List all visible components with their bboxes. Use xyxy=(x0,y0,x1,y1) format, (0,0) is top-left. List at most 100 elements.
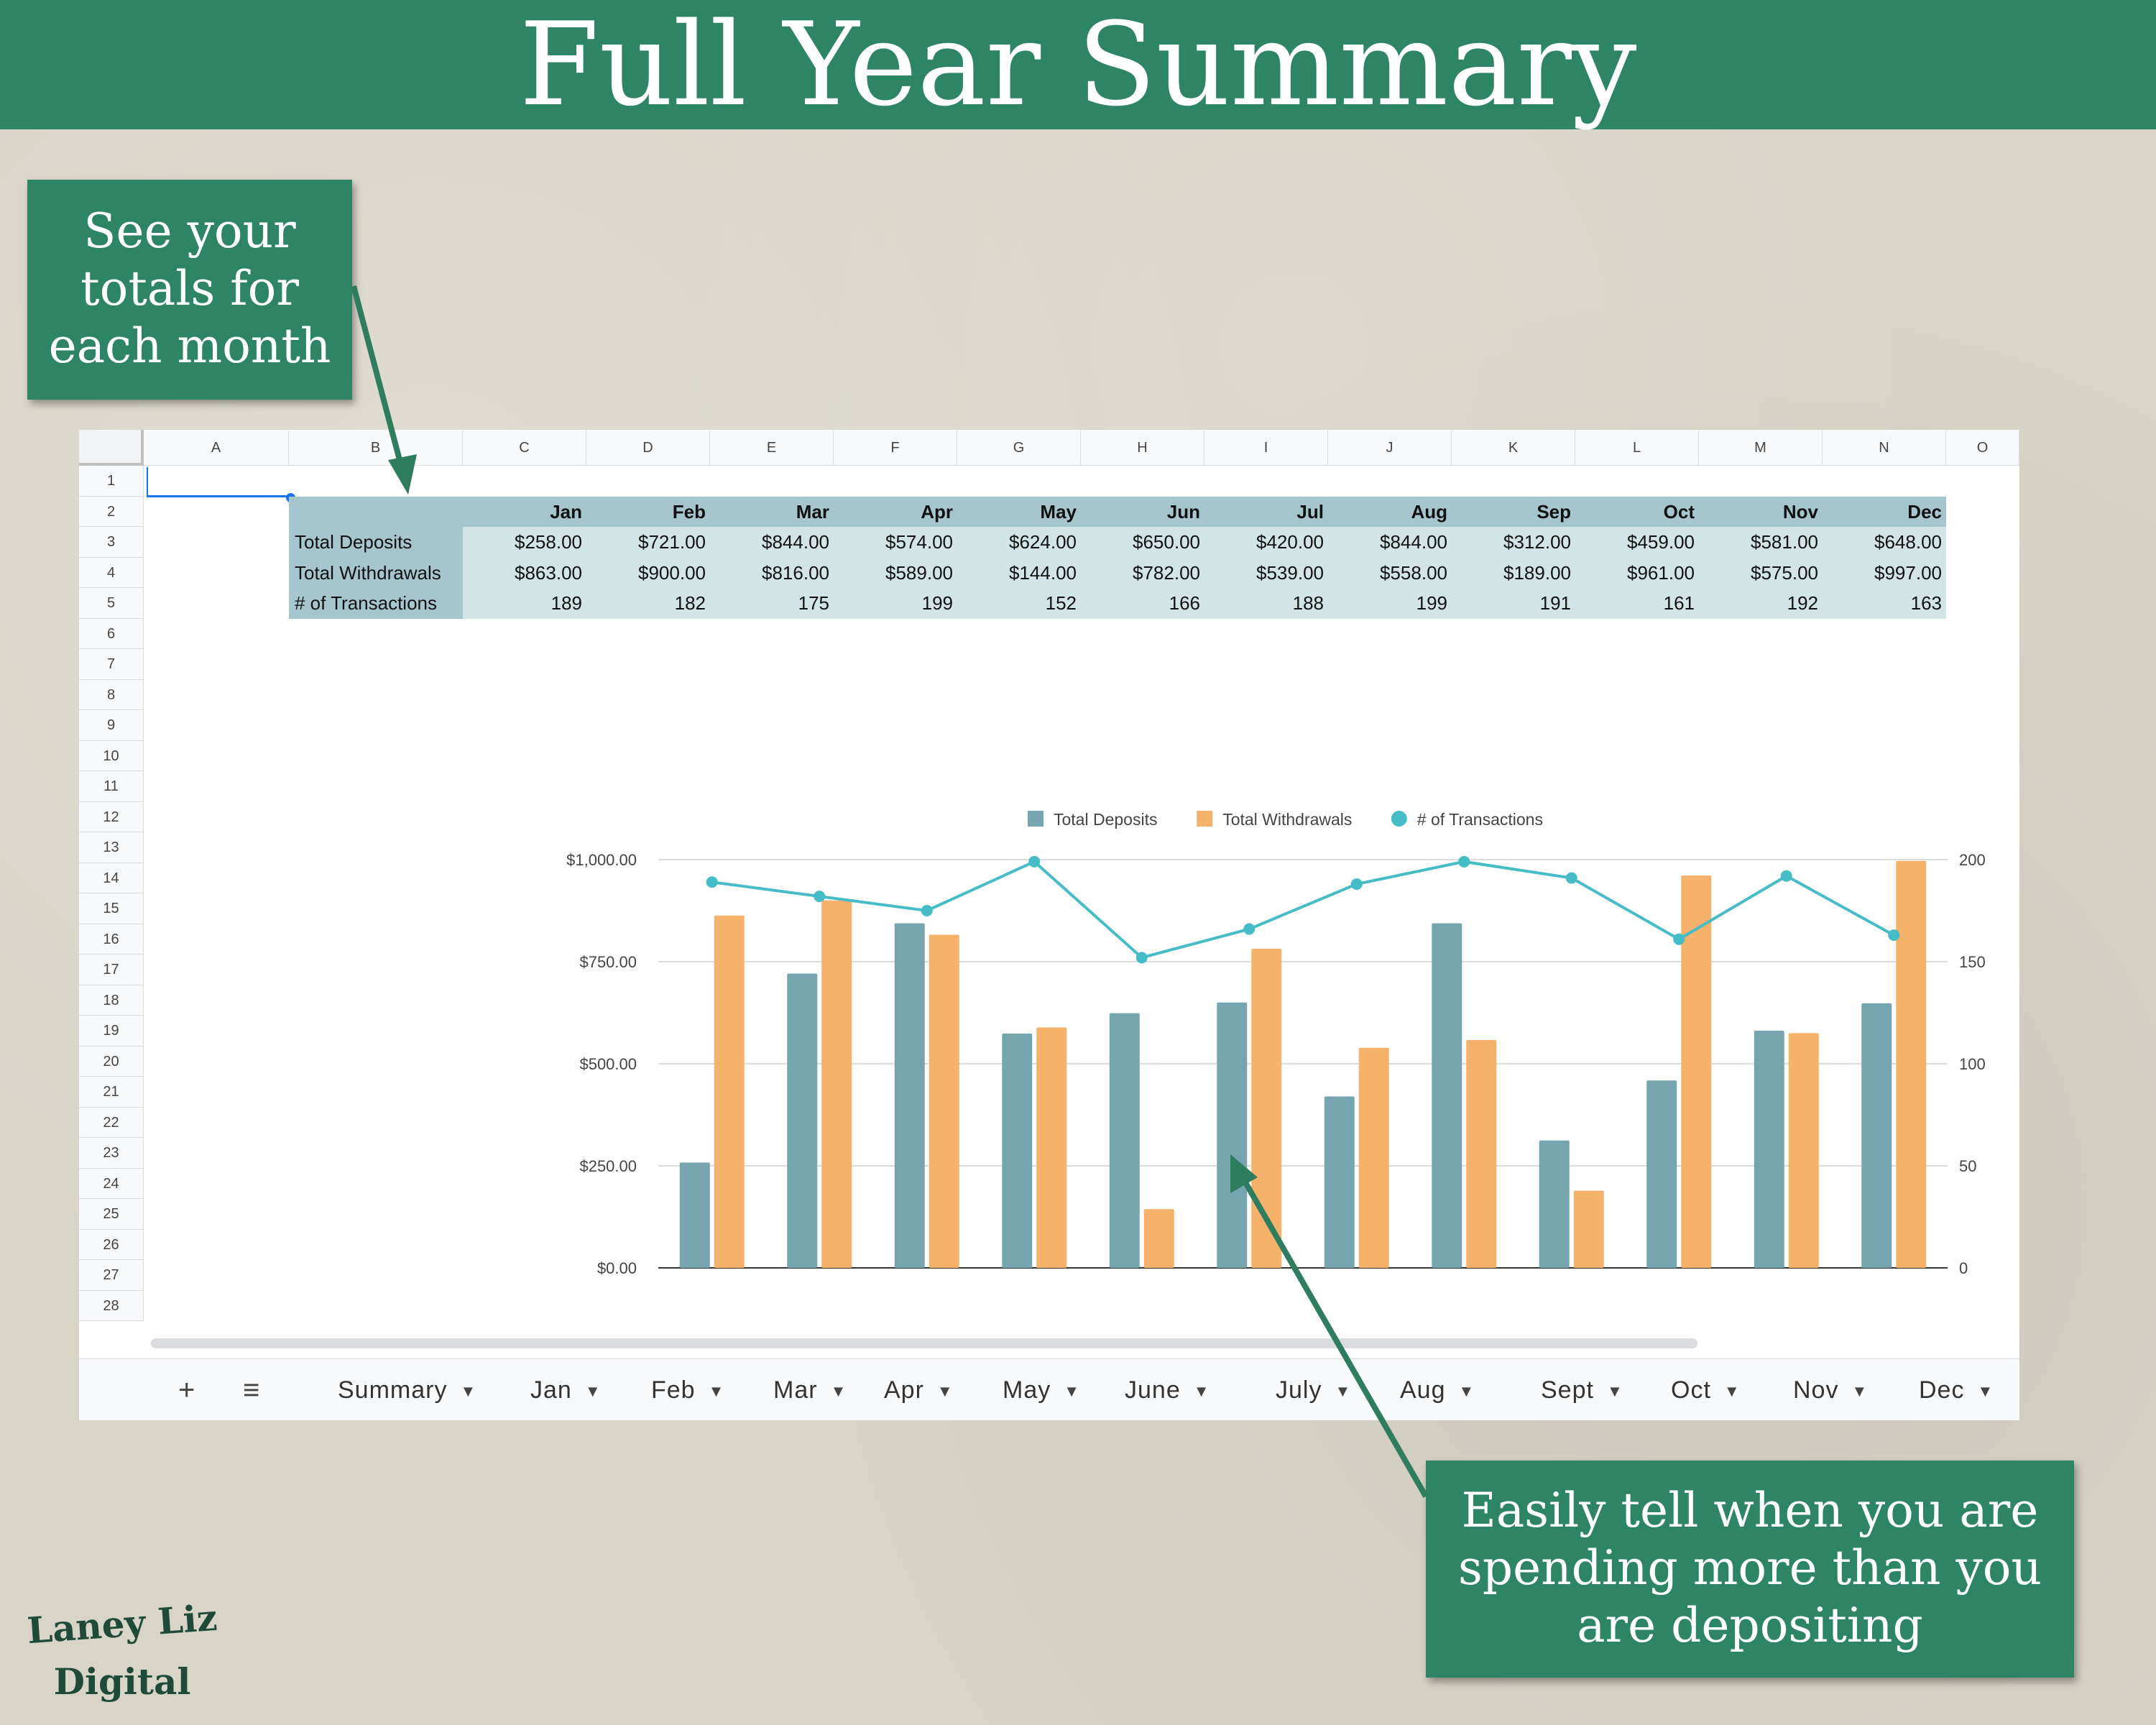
table-cell[interactable]: 152 xyxy=(957,588,1081,619)
sheet-tab-nov[interactable]: Nov ▼ xyxy=(1793,1359,1868,1420)
table-cell[interactable]: $459.00 xyxy=(1575,527,1699,558)
table-cell[interactable]: $581.00 xyxy=(1699,527,1823,558)
select-all-corner[interactable] xyxy=(79,430,144,466)
row-header-2[interactable]: 2 xyxy=(79,496,144,527)
row-header-7[interactable]: 7 xyxy=(79,649,144,680)
row-header-1[interactable]: 1 xyxy=(79,466,144,497)
column-header-i[interactable]: I xyxy=(1204,430,1328,466)
table-row-label[interactable]: Total Deposits xyxy=(289,527,463,558)
row-header-23[interactable]: 23 xyxy=(79,1138,144,1169)
table-cell[interactable]: $961.00 xyxy=(1575,557,1699,588)
chevron-down-icon[interactable]: ▼ xyxy=(708,1382,725,1401)
row-header-6[interactable]: 6 xyxy=(79,618,144,649)
column-header-k[interactable]: K xyxy=(1452,430,1575,466)
column-header-f[interactable]: F xyxy=(834,430,957,466)
sheet-tab-aug[interactable]: Aug ▼ xyxy=(1400,1359,1475,1420)
row-header-24[interactable]: 24 xyxy=(79,1168,144,1199)
sheet-tab-june[interactable]: June ▼ xyxy=(1125,1359,1210,1420)
table-row-label[interactable]: Total Withdrawals xyxy=(289,557,463,588)
column-header-o[interactable]: O xyxy=(1946,430,2019,466)
sheet-tab-sept[interactable]: Sept ▼ xyxy=(1541,1359,1623,1420)
table-month-header[interactable]: Sep xyxy=(1452,496,1575,527)
row-header-20[interactable]: 20 xyxy=(79,1046,144,1077)
table-month-header[interactable]: Jan xyxy=(463,496,586,527)
sheet-tab-mar[interactable]: Mar ▼ xyxy=(773,1359,847,1420)
table-cell[interactable]: $189.00 xyxy=(1452,557,1575,588)
table-cell[interactable]: $574.00 xyxy=(834,527,957,558)
table-cell[interactable]: 175 xyxy=(710,588,834,619)
all-sheets-menu-icon[interactable]: ≡ xyxy=(243,1374,260,1406)
table-cell[interactable]: $650.00 xyxy=(1081,527,1204,558)
row-header-3[interactable]: 3 xyxy=(79,527,144,558)
column-header-c[interactable]: C xyxy=(463,430,586,466)
table-cell[interactable]: $312.00 xyxy=(1452,527,1575,558)
row-header-22[interactable]: 22 xyxy=(79,1107,144,1138)
row-header-4[interactable]: 4 xyxy=(79,557,144,588)
horizontal-scrollbar[interactable] xyxy=(151,1338,1697,1348)
row-header-13[interactable]: 13 xyxy=(79,832,144,863)
table-cell[interactable]: $863.00 xyxy=(463,557,586,588)
row-header-27[interactable]: 27 xyxy=(79,1260,144,1291)
column-header-l[interactable]: L xyxy=(1575,430,1699,466)
table-cell[interactable]: $624.00 xyxy=(957,527,1081,558)
sheet-tab-july[interactable]: July ▼ xyxy=(1276,1359,1351,1420)
table-cell[interactable]: $539.00 xyxy=(1204,557,1328,588)
row-header-12[interactable]: 12 xyxy=(79,801,144,832)
row-header-17[interactable]: 17 xyxy=(79,954,144,985)
row-header-11[interactable]: 11 xyxy=(79,771,144,802)
chevron-down-icon[interactable]: ▼ xyxy=(1458,1382,1475,1401)
add-sheet-button[interactable]: + xyxy=(178,1374,195,1406)
table-cell[interactable]: 188 xyxy=(1204,588,1328,619)
row-header-19[interactable]: 19 xyxy=(79,1016,144,1046)
chevron-down-icon[interactable]: ▼ xyxy=(1723,1382,1741,1401)
table-cell[interactable]: $721.00 xyxy=(586,527,710,558)
table-month-header[interactable]: Jul xyxy=(1204,496,1328,527)
table-cell[interactable]: 192 xyxy=(1699,588,1823,619)
selected-cell[interactable] xyxy=(147,467,290,497)
table-cell[interactable]: 182 xyxy=(586,588,710,619)
column-header-g[interactable]: G xyxy=(957,430,1081,466)
table-cell[interactable]: $144.00 xyxy=(957,557,1081,588)
sheet-tab-summary[interactable]: Summary ▼ xyxy=(338,1359,476,1420)
column-header-d[interactable]: D xyxy=(586,430,710,466)
table-cell[interactable]: $558.00 xyxy=(1328,557,1452,588)
sheet-tab-feb[interactable]: Feb ▼ xyxy=(651,1359,724,1420)
table-month-header[interactable]: Aug xyxy=(1328,496,1452,527)
chevron-down-icon[interactable]: ▼ xyxy=(1851,1382,1869,1401)
chevron-down-icon[interactable]: ▼ xyxy=(1977,1382,1994,1401)
table-cell[interactable]: $782.00 xyxy=(1081,557,1204,588)
row-header-5[interactable]: 5 xyxy=(79,588,144,619)
table-cell[interactable]: $997.00 xyxy=(1823,557,1946,588)
column-header-j[interactable]: J xyxy=(1328,430,1452,466)
column-header-n[interactable]: N xyxy=(1823,430,1946,466)
table-month-header[interactable]: Feb xyxy=(586,496,710,527)
chevron-down-icon[interactable]: ▼ xyxy=(936,1382,954,1401)
table-cell[interactable]: $844.00 xyxy=(710,527,834,558)
row-header-21[interactable]: 21 xyxy=(79,1077,144,1108)
row-header-18[interactable]: 18 xyxy=(79,985,144,1016)
row-header-14[interactable]: 14 xyxy=(79,862,144,893)
chevron-down-icon[interactable]: ▼ xyxy=(584,1382,602,1401)
column-header-a[interactable]: A xyxy=(144,430,289,466)
table-row-label[interactable]: # of Transactions xyxy=(289,588,463,619)
table-month-header[interactable]: Jun xyxy=(1081,496,1204,527)
row-header-26[interactable]: 26 xyxy=(79,1229,144,1260)
table-cell[interactable]: 163 xyxy=(1823,588,1946,619)
table-cell[interactable]: 161 xyxy=(1575,588,1699,619)
table-cell[interactable]: $900.00 xyxy=(586,557,710,588)
chevron-down-icon[interactable]: ▼ xyxy=(1064,1382,1081,1401)
table-month-header[interactable]: Oct xyxy=(1575,496,1699,527)
table-cell[interactable]: 191 xyxy=(1452,588,1575,619)
row-header-25[interactable]: 25 xyxy=(79,1199,144,1230)
table-cell[interactable]: $648.00 xyxy=(1823,527,1946,558)
row-header-8[interactable]: 8 xyxy=(79,679,144,710)
table-month-header[interactable]: Mar xyxy=(710,496,834,527)
row-header-10[interactable]: 10 xyxy=(79,740,144,771)
table-cell[interactable]: $575.00 xyxy=(1699,557,1823,588)
row-header-28[interactable]: 28 xyxy=(79,1290,144,1321)
sheet-tab-dec[interactable]: Dec ▼ xyxy=(1919,1359,1994,1420)
table-cell[interactable]: 189 xyxy=(463,588,586,619)
sheet-tab-oct[interactable]: Oct ▼ xyxy=(1671,1359,1741,1420)
table-cell[interactable]: $420.00 xyxy=(1204,527,1328,558)
table-month-header[interactable]: Apr xyxy=(834,496,957,527)
